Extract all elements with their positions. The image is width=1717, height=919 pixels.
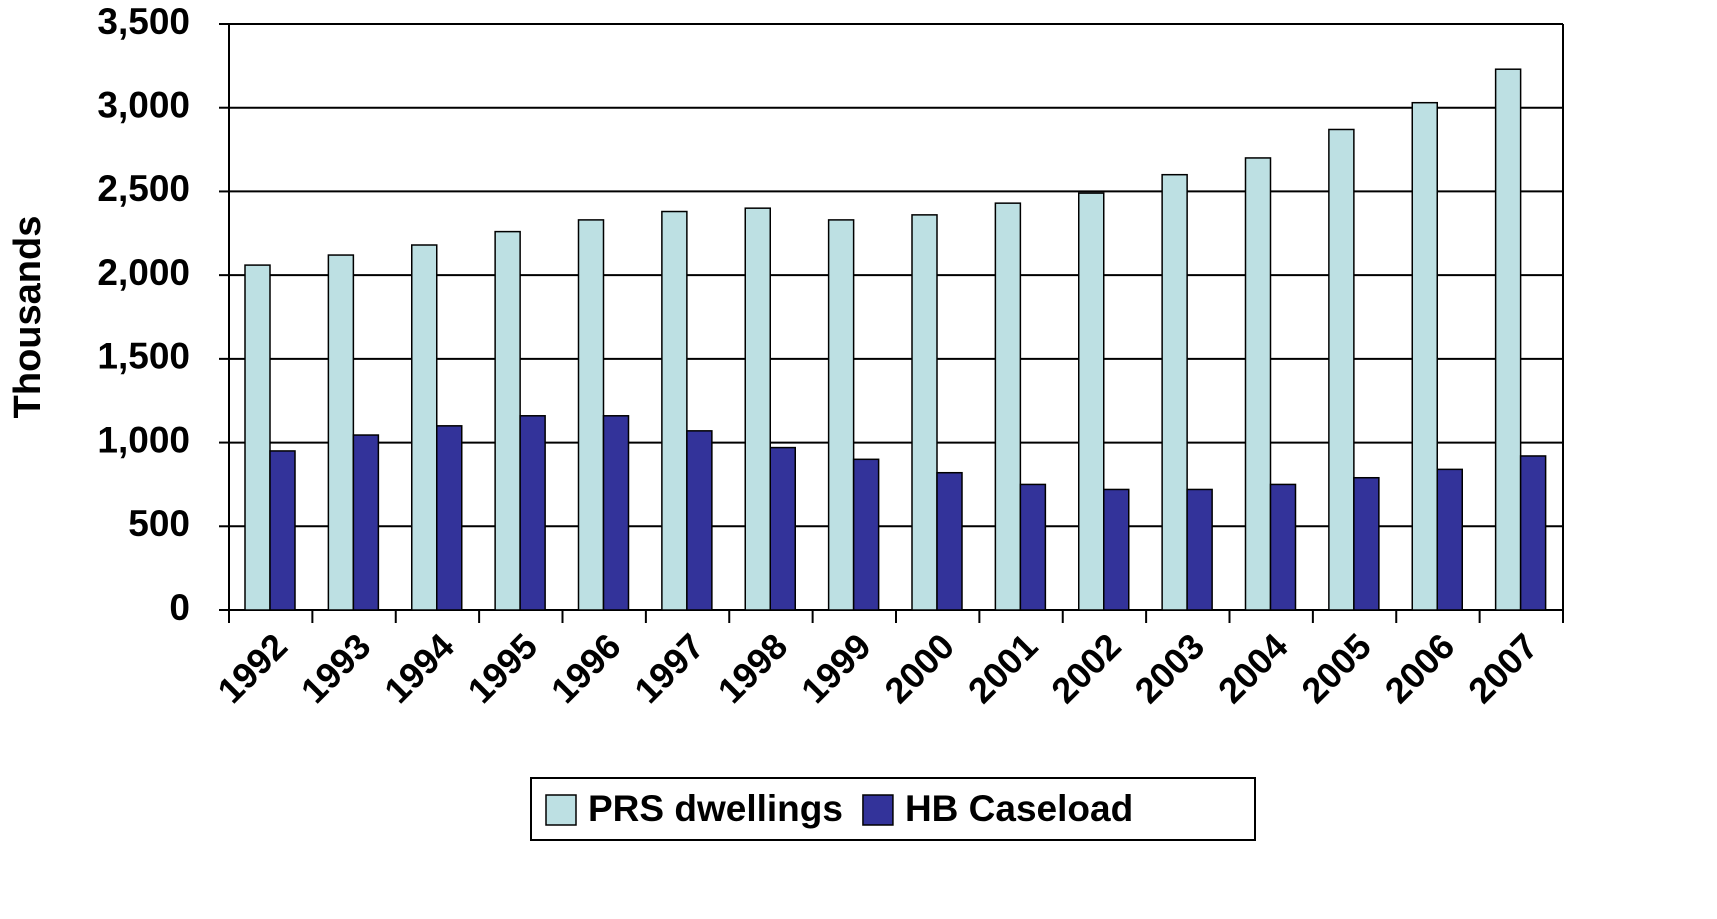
- x-tick-label: 1992: [209, 625, 295, 711]
- legend-swatch: [545, 794, 577, 826]
- y-tick-label: 1,000: [97, 419, 190, 460]
- bar: [1161, 173, 1188, 611]
- y-tick-label: 500: [128, 503, 190, 544]
- x-tick-label: 2000: [876, 625, 962, 711]
- x-tick-label: 2005: [1293, 625, 1379, 711]
- bar: [519, 415, 546, 611]
- bar: [744, 207, 771, 611]
- y-tick-label: 2,500: [97, 168, 190, 209]
- bar: [436, 425, 463, 611]
- bar: [1328, 128, 1355, 611]
- bar: [244, 264, 271, 611]
- x-tick-label: 1993: [293, 625, 379, 711]
- bar: [1019, 483, 1047, 611]
- x-tick-label: 2007: [1460, 625, 1546, 711]
- legend-label: PRS dwellings: [588, 788, 843, 829]
- bar: [686, 430, 713, 611]
- x-tick-label: 1998: [710, 625, 796, 711]
- bar: [577, 219, 605, 611]
- y-tick-label: 1,500: [97, 336, 190, 377]
- bar: [1103, 488, 1130, 611]
- bar: [1353, 476, 1380, 611]
- bar: [1186, 488, 1213, 611]
- x-tick-label: 1999: [793, 625, 879, 711]
- bar: [661, 210, 688, 611]
- x-tick-label: 1996: [543, 625, 629, 711]
- bar: [769, 446, 796, 611]
- x-tick-label: 2006: [1377, 625, 1463, 711]
- legend-swatch: [862, 794, 894, 826]
- bar: [936, 471, 963, 611]
- bar: [352, 434, 380, 611]
- bar: [1411, 101, 1438, 611]
- bar: [1078, 192, 1105, 611]
- legend-label: HB Caseload: [905, 788, 1133, 829]
- x-tick-label: 1994: [376, 625, 462, 711]
- x-tick-label: 2004: [1210, 625, 1296, 711]
- bar: [852, 458, 880, 611]
- bar: [994, 202, 1022, 611]
- bar: [827, 219, 855, 611]
- bar: [911, 214, 938, 611]
- y-tick-label: 3,000: [97, 84, 190, 125]
- bar: [1494, 68, 1522, 611]
- x-tick-label: 2003: [1127, 625, 1213, 711]
- y-tick-label: 2,000: [97, 252, 190, 293]
- y-tick-label: 0: [169, 587, 190, 628]
- bar: [494, 230, 521, 611]
- x-tick-label: 2001: [960, 625, 1046, 711]
- bar: [327, 254, 355, 611]
- bar: [602, 415, 630, 611]
- y-axis-label: Thousands: [7, 216, 49, 419]
- bar: [411, 244, 438, 611]
- bar: [1269, 483, 1297, 611]
- x-tick-label: 1995: [460, 625, 546, 711]
- x-tick-label: 2002: [1043, 625, 1129, 711]
- bar: [1519, 455, 1547, 611]
- bar: [1244, 157, 1272, 611]
- bar: [269, 450, 296, 611]
- x-tick-label: 1997: [626, 625, 712, 711]
- bar: [1436, 468, 1463, 611]
- y-tick-label: 3,500: [97, 1, 190, 42]
